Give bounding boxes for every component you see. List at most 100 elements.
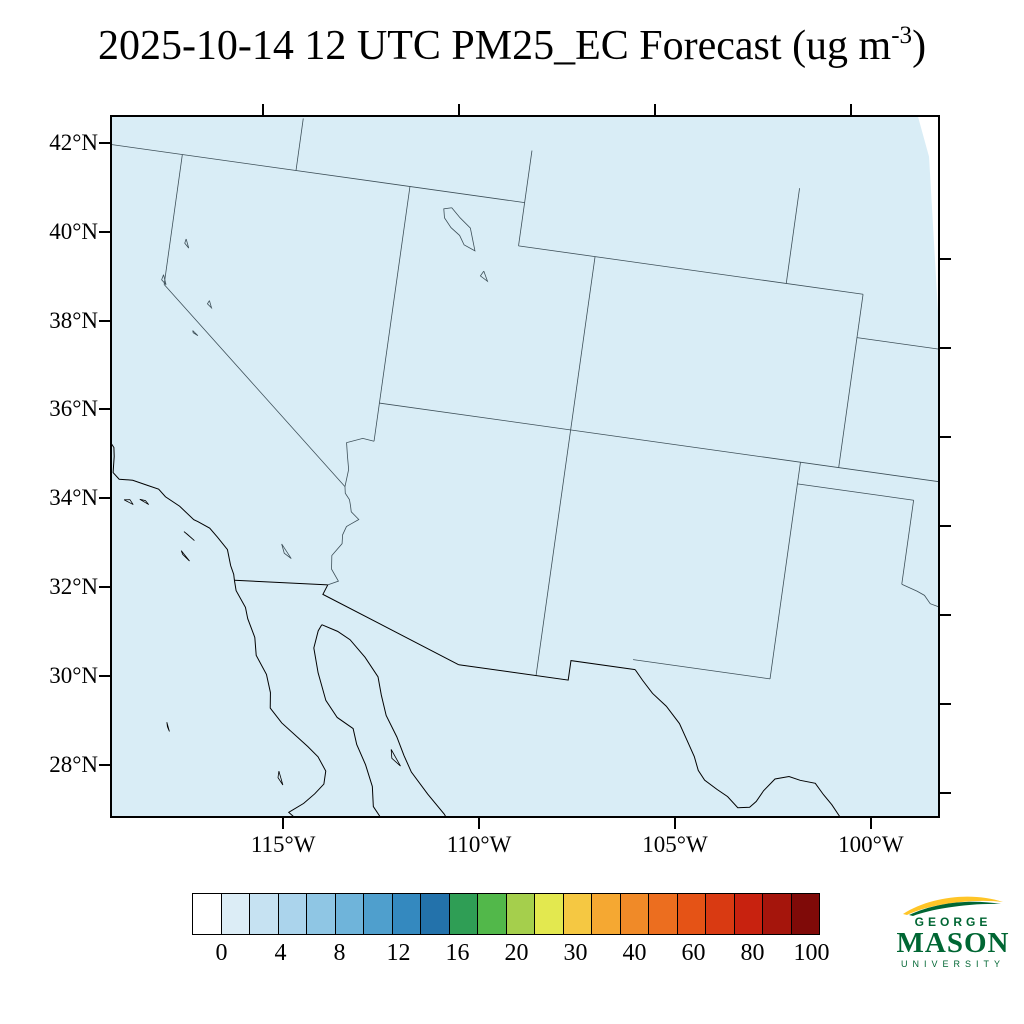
- colorbar-box: [249, 893, 279, 935]
- colorbar-tick-label: 40: [622, 940, 647, 966]
- lake-outline: [281, 543, 292, 559]
- colorbar-box: [420, 893, 450, 935]
- state-border: [901, 583, 938, 608]
- lon-tick: [478, 818, 481, 829]
- lat-tick: [99, 319, 110, 322]
- colorbar-tick-label: 20: [504, 940, 529, 966]
- logo-george-text: GEORGE: [914, 915, 992, 929]
- map-plot-area: [110, 115, 940, 818]
- lat-tick-label: 40°N: [49, 218, 98, 244]
- state-border: [295, 118, 304, 171]
- colorbar-box: [790, 893, 820, 935]
- state-border: [327, 437, 375, 586]
- coastline: [321, 624, 446, 816]
- colorbar-tick-label: 30: [563, 940, 588, 966]
- figure-title: 2025-10-14 12 UTC PM25_EC Forecast (ug m…: [0, 22, 1024, 70]
- colorbar-box: [220, 893, 250, 935]
- state-border: [838, 294, 864, 468]
- lat-tick: [99, 497, 110, 500]
- colorbar-box: [534, 893, 564, 935]
- lon-tick-top: [262, 104, 265, 115]
- lon-tick: [282, 818, 285, 829]
- lat-tick-label: 32°N: [49, 574, 98, 600]
- lat-tick: [99, 230, 110, 233]
- island-outline: [390, 749, 401, 767]
- colorbar-box: [448, 893, 478, 935]
- lat-tick: [99, 141, 110, 144]
- state-border: [856, 337, 938, 350]
- title-suffix: ): [912, 23, 927, 69]
- international-border: [322, 584, 460, 666]
- geography-svg: [112, 117, 938, 816]
- lat-tick-label: 30°N: [49, 662, 98, 688]
- colorbar-box: [306, 893, 336, 935]
- colorbar-box: [676, 893, 706, 935]
- lon-tick-label: 100°W: [838, 832, 904, 857]
- island-outline: [123, 499, 134, 505]
- colorbar-box: [363, 893, 393, 935]
- lat-tick-right: [940, 702, 951, 705]
- title-text: 2025-10-14 12 UTC PM25_EC Forecast (ug m: [97, 23, 892, 69]
- colorbar-box: [391, 893, 421, 935]
- lat-tick: [99, 408, 110, 411]
- state-border: [373, 186, 411, 442]
- lon-tick: [869, 818, 872, 829]
- state-border: [518, 245, 864, 295]
- colorbar-tick-label: 80: [740, 940, 765, 966]
- lat-tick-label: 28°N: [49, 751, 98, 777]
- island-outline: [180, 550, 190, 562]
- state-border: [769, 462, 801, 679]
- island-outline: [183, 531, 195, 541]
- state-border: [633, 659, 771, 680]
- colorbar-box: [277, 893, 307, 935]
- colorbar-tick-label: 0: [215, 940, 228, 966]
- lat-tick-right: [940, 525, 951, 528]
- international-border: [634, 669, 840, 816]
- international-border: [458, 660, 636, 681]
- coastline: [233, 580, 327, 816]
- lake-outline: [184, 238, 190, 249]
- lon-tick: [673, 818, 676, 829]
- island-outline: [277, 771, 284, 786]
- lake-outline: [479, 270, 489, 283]
- state-border: [112, 144, 525, 204]
- lon-tick-top: [458, 104, 461, 115]
- lake-outline: [206, 300, 213, 310]
- colorbar-box: [562, 893, 592, 935]
- lon-tick-label: 110°W: [446, 832, 512, 857]
- logo-university-text: UNIVERSITY: [900, 959, 1005, 969]
- colorbar-box: [762, 893, 792, 935]
- coastline: [112, 443, 235, 581]
- lat-tick: [99, 674, 110, 677]
- colorbar-box: [477, 893, 507, 935]
- island-outline: [166, 722, 170, 732]
- state-border: [163, 284, 346, 487]
- lon-tick-label: 115°W: [250, 832, 316, 857]
- field-fill: [112, 117, 938, 816]
- colorbar-box: [192, 893, 222, 935]
- colorbar-tick-label: 8: [333, 940, 346, 966]
- lat-tick-right: [940, 436, 951, 439]
- colorbar-box: [591, 893, 621, 935]
- state-border: [163, 154, 183, 285]
- lat-tick: [99, 763, 110, 766]
- lat-tick-label: 38°N: [49, 307, 98, 333]
- lon-tick-label: 105°W: [642, 832, 708, 857]
- state-border: [535, 256, 596, 676]
- lake-outline: [192, 330, 199, 336]
- lat-tick-label: 34°N: [49, 485, 98, 511]
- international-border: [234, 579, 328, 586]
- colorbar: [192, 893, 820, 935]
- colorbar-box: [505, 893, 535, 935]
- state-border: [518, 150, 533, 246]
- lake-outline: [161, 274, 167, 286]
- state-border: [797, 483, 914, 501]
- colorbar-tick-label: 4: [274, 940, 287, 966]
- colorbar-box: [705, 893, 735, 935]
- state-border: [901, 500, 915, 585]
- colorbar-tick-label: 16: [445, 940, 470, 966]
- colorbar-tick-label: 12: [386, 940, 411, 966]
- colorbar-box: [733, 893, 763, 935]
- lat-tick-right: [940, 258, 951, 261]
